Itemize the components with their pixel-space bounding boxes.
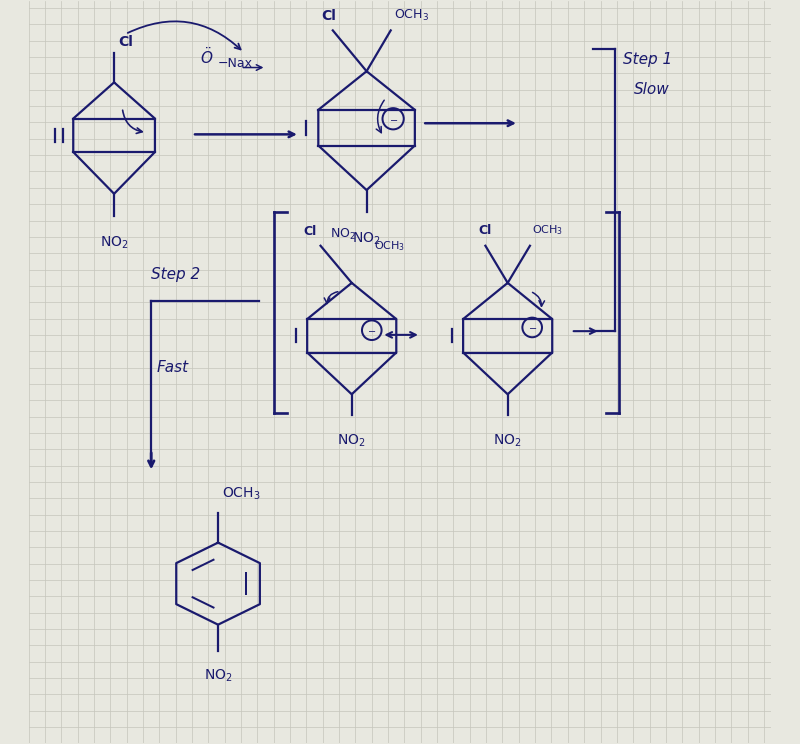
Text: Step 2: Step 2 <box>151 267 201 282</box>
Text: NO$_2$: NO$_2$ <box>330 227 356 242</box>
Text: $-$: $-$ <box>528 322 537 333</box>
Text: Fast: Fast <box>157 360 189 375</box>
Text: Step 1: Step 1 <box>622 52 672 67</box>
Text: OCH$_3$: OCH$_3$ <box>532 223 563 237</box>
Text: NO$_2$: NO$_2$ <box>494 433 522 449</box>
Text: Slow: Slow <box>634 82 670 97</box>
Text: Cl: Cl <box>118 34 133 48</box>
Text: OCH$_3$: OCH$_3$ <box>374 240 406 253</box>
Text: OCH$_3$: OCH$_3$ <box>394 8 430 23</box>
Text: $\ddot{O}$: $\ddot{O}$ <box>200 46 214 67</box>
Text: Cl: Cl <box>322 9 337 23</box>
Text: NO$_2$: NO$_2$ <box>100 234 129 251</box>
Text: $-$: $-$ <box>389 114 398 124</box>
Text: NO$_2$: NO$_2$ <box>352 231 381 247</box>
Text: NO$_2$: NO$_2$ <box>338 433 366 449</box>
Text: Cl: Cl <box>303 225 317 238</box>
Text: $-$: $-$ <box>367 325 376 336</box>
Text: −Nax: −Nax <box>218 57 253 71</box>
Text: OCH$_3$: OCH$_3$ <box>222 485 260 501</box>
Text: Cl: Cl <box>478 224 492 237</box>
Text: NO$_2$: NO$_2$ <box>204 668 232 684</box>
